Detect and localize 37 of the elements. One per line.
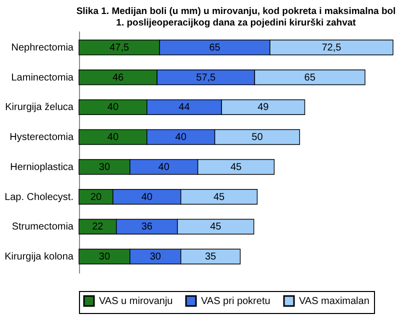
y-tick-label: Kirurgija kolona <box>4 252 74 263</box>
data-label: 44 <box>178 102 190 114</box>
y-tick-label: Laminectomia <box>11 72 74 84</box>
data-label: 45 <box>210 222 222 233</box>
data-label: 35 <box>204 252 217 263</box>
data-label: 57,5 <box>196 72 216 84</box>
data-label: 49 <box>258 102 270 114</box>
data-label: 40 <box>107 132 119 144</box>
data-label: 45 <box>213 192 226 203</box>
data-label: 40 <box>175 132 187 144</box>
data-label: 30 <box>98 162 110 173</box>
data-label: 46 <box>112 72 124 84</box>
y-tick-label: Hernioplastica <box>10 162 74 173</box>
y-tick-label: Lap. Cholecyst. <box>4 192 74 203</box>
data-label: 65 <box>304 72 316 84</box>
data-label: 30 <box>150 252 162 263</box>
data-label: 36 <box>141 222 153 233</box>
text: Slika 1. Medijan boli (u mm) u mirovanju, kod pokreta i maksimalna bol <box>76 6 396 17</box>
data-label: 30 <box>98 252 110 263</box>
data-label: 47,5 <box>110 42 130 54</box>
y-tick-label: Strumectomia <box>12 222 74 233</box>
text: 1. poslijeoperacijkog dana za pojedini kirurški zahvat <box>116 18 356 28</box>
data-label: 45 <box>230 162 242 173</box>
data-label: 40 <box>158 162 170 173</box>
legend-label: VAS maximalan <box>299 296 370 307</box>
legend-label: VAS u mirovanju <box>99 296 173 307</box>
data-label: 50 <box>252 132 264 144</box>
y-tick-label: Kirurgija želuca <box>5 102 74 114</box>
y-tick-label: Nephrectomia <box>11 42 74 54</box>
legend-label: VAS pri pokretu <box>201 296 270 307</box>
data-label: 72,5 <box>322 42 342 54</box>
data-label: 40 <box>107 102 119 114</box>
data-label: 22 <box>92 222 104 233</box>
data-label: 65 <box>209 42 221 54</box>
y-tick-label: Hysterectomia <box>10 132 74 144</box>
data-label: 40 <box>141 192 153 203</box>
data-label: 20 <box>90 192 102 203</box>
